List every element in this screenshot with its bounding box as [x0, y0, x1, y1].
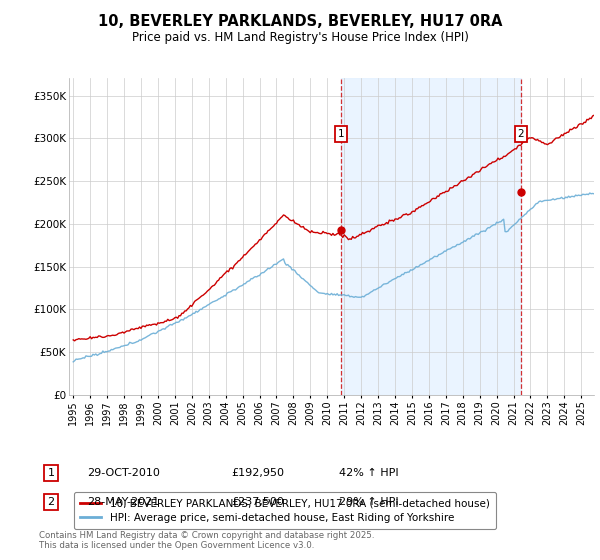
Text: £237,500: £237,500	[231, 497, 284, 507]
Text: 29-OCT-2010: 29-OCT-2010	[87, 468, 160, 478]
Text: 42% ↑ HPI: 42% ↑ HPI	[339, 468, 398, 478]
Text: £192,950: £192,950	[231, 468, 284, 478]
Legend: 10, BEVERLEY PARKLANDS, BEVERLEY, HU17 0RA (semi-detached house), HPI: Average p: 10, BEVERLEY PARKLANDS, BEVERLEY, HU17 0…	[74, 492, 496, 529]
Text: 1: 1	[338, 129, 344, 139]
Bar	[341, 78, 521, 395]
Text: 2: 2	[517, 129, 524, 139]
Text: 28-MAY-2021: 28-MAY-2021	[87, 497, 159, 507]
Text: 1: 1	[47, 468, 55, 478]
Text: 29% ↑ HPI: 29% ↑ HPI	[339, 497, 398, 507]
Text: Price paid vs. HM Land Registry's House Price Index (HPI): Price paid vs. HM Land Registry's House …	[131, 31, 469, 44]
Text: Contains HM Land Registry data © Crown copyright and database right 2025.
This d: Contains HM Land Registry data © Crown c…	[39, 530, 374, 550]
Text: 10, BEVERLEY PARKLANDS, BEVERLEY, HU17 0RA: 10, BEVERLEY PARKLANDS, BEVERLEY, HU17 0…	[98, 14, 502, 29]
Text: 2: 2	[47, 497, 55, 507]
